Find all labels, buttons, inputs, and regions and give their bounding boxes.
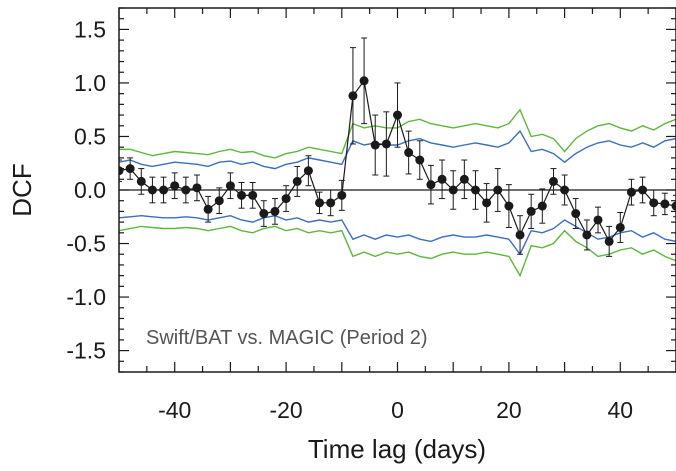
dcf-point <box>482 198 492 208</box>
chart-annotation: Swift/BAT vs. MAGIC (Period 2) <box>146 327 428 349</box>
dcf-point <box>415 155 425 165</box>
y-axis: -1.5 -1.0 -0.5 0.0 0.5 1.0 1.5 <box>66 7 676 373</box>
dcf-point <box>671 201 676 211</box>
dcf-point <box>604 236 614 246</box>
dcf-point <box>548 176 558 186</box>
dcf-point <box>493 185 503 195</box>
plot-area <box>119 37 676 278</box>
y-tick-label: -0.5 <box>66 231 106 257</box>
dcf-point <box>593 215 603 225</box>
dcf-point <box>638 185 648 195</box>
green-band-lower-line <box>119 225 676 278</box>
dcf-point <box>515 230 525 240</box>
y-tick-label: 0.5 <box>74 123 106 149</box>
dcf-point <box>270 206 280 216</box>
dcf-point <box>315 198 325 208</box>
dcf-point <box>582 230 592 240</box>
x-axis: -40 -20 0 20 40 <box>118 8 676 423</box>
y-tick-label: 1.0 <box>74 70 106 96</box>
blue-band-lower-line <box>119 214 676 256</box>
dcf-point <box>192 183 202 193</box>
dcf-point <box>370 140 380 150</box>
x-tick-label: 0 <box>391 397 404 423</box>
y-tick-label: -1.0 <box>66 284 106 310</box>
dcf-point <box>147 185 157 195</box>
dcf-point <box>170 181 180 191</box>
x-tick-label: 20 <box>496 397 522 423</box>
x-tick-label: -20 <box>269 397 302 423</box>
dcf-point <box>359 76 369 86</box>
dcf-point <box>571 209 581 219</box>
dcf-point <box>326 198 336 208</box>
dcf-point <box>125 164 135 174</box>
dcf-point <box>237 190 247 200</box>
dcf-point <box>225 181 235 191</box>
x-tick-label: -40 <box>158 397 191 423</box>
dcf-point <box>626 187 636 197</box>
dcf-point <box>437 174 447 184</box>
dcf-point <box>404 148 414 158</box>
dcf-point <box>504 201 514 211</box>
dcf-point <box>136 176 146 186</box>
dcf-point <box>615 222 625 232</box>
dcf-point <box>526 206 536 216</box>
dcf-point <box>214 196 224 206</box>
dcf-point <box>259 209 269 219</box>
dcf-point <box>292 176 302 186</box>
dcf-point <box>459 174 469 184</box>
dcf-point <box>448 185 458 195</box>
dcf-point <box>426 180 436 190</box>
dcf-point <box>393 110 402 120</box>
y-tick-label: 1.5 <box>74 16 106 42</box>
dcf-point <box>303 166 313 176</box>
dcf-series <box>119 37 676 257</box>
dcf-point <box>181 185 191 195</box>
dcf-point <box>560 185 570 195</box>
dcf-point <box>660 199 670 209</box>
dcf-point <box>248 190 258 200</box>
dcf-point <box>281 194 291 204</box>
dcf-point <box>203 204 213 214</box>
dcf-point <box>381 139 391 149</box>
dcf-point <box>348 91 358 101</box>
y-axis-title: DCF <box>7 163 37 216</box>
y-tick-label: 0.0 <box>74 177 106 203</box>
x-axis-title: Time lag (days) <box>308 434 486 464</box>
y-tick-label: -1.5 <box>66 338 106 364</box>
dcf-point <box>337 190 347 200</box>
dcf-point <box>649 198 659 208</box>
dcf-point <box>159 185 169 195</box>
dcf-point <box>537 201 547 211</box>
dcf-point <box>470 185 480 195</box>
x-tick-label: 40 <box>608 397 634 423</box>
